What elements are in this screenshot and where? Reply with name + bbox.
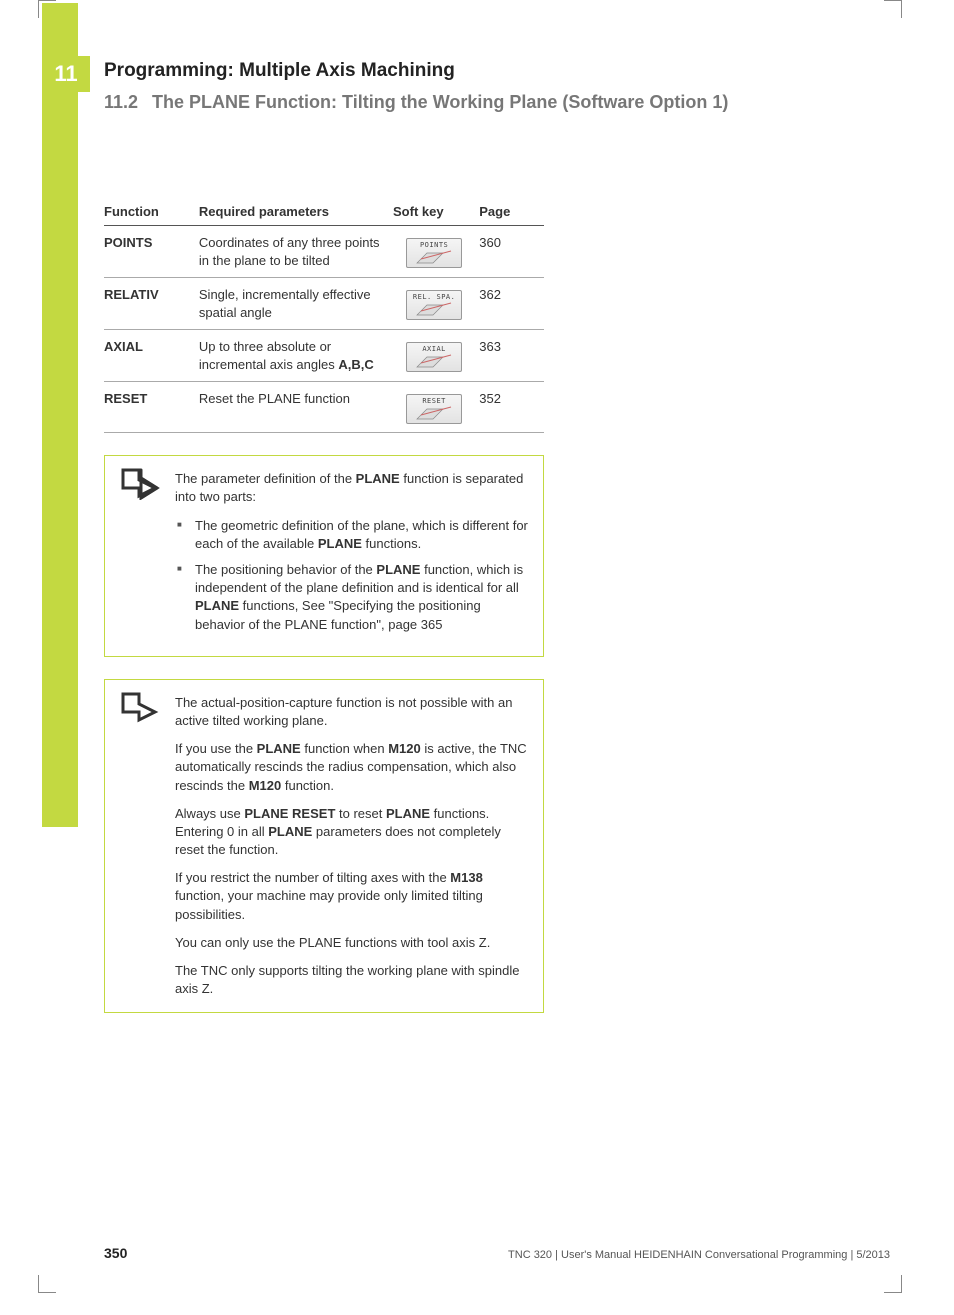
- page-number: 350: [104, 1245, 127, 1261]
- cell-fn: AXIAL: [104, 330, 199, 382]
- cell-fn: RELATIV: [104, 278, 199, 330]
- plane-icon: [413, 353, 457, 369]
- cell-param: Up to three absolute or incremental axis…: [199, 330, 393, 382]
- chapter-title: Programming: Multiple Axis Machining: [104, 60, 894, 82]
- footer-doc-info: TNC 320 | User's Manual HEIDENHAIN Conve…: [508, 1249, 890, 1261]
- cell-param: Coordinates of any three points in the p…: [199, 226, 393, 278]
- crop-mark-br: [884, 1275, 902, 1293]
- note1-item2: The positioning behavior of the PLANE fu…: [175, 561, 529, 634]
- section-title: 11.2 The PLANE Function: Tilting the Work…: [104, 92, 894, 113]
- main-content: Function Required parameters Soft key Pa…: [104, 198, 544, 1013]
- cell-page: 352: [479, 382, 544, 433]
- th-softkey: Soft key: [393, 198, 479, 226]
- sidebar-accent-strip: [42, 3, 78, 827]
- cell-soft: POINTS: [393, 226, 479, 278]
- note2-p3: Always use PLANE RESET to reset PLANE fu…: [175, 805, 529, 860]
- cell-param: Single, incrementally effective spatial …: [199, 278, 393, 330]
- arrow-note-icon: [121, 690, 161, 724]
- th-page: Page: [479, 198, 544, 226]
- cell-soft: REL. SPA.: [393, 278, 479, 330]
- section-title-text: The PLANE Function: Tilting the Working …: [152, 92, 728, 112]
- th-params: Required parameters: [199, 198, 393, 226]
- cell-fn: RESET: [104, 382, 199, 433]
- softkey-label: REL. SPA.: [413, 293, 455, 301]
- plane-icon: [413, 405, 457, 421]
- note2-p5: You can only use the PLANE functions wit…: [175, 934, 529, 952]
- table-row: RELATIV Single, incrementally effective …: [104, 278, 544, 330]
- plane-icon: [413, 301, 457, 317]
- th-function: Function: [104, 198, 199, 226]
- note-icon-cell: [105, 456, 175, 656]
- softkey-reset[interactable]: RESET: [406, 394, 462, 424]
- note-icon-cell: [105, 680, 175, 1013]
- cell-soft: AXIAL: [393, 330, 479, 382]
- note1-item1: The geometric definition of the plane, w…: [175, 517, 529, 553]
- cell-page: 362: [479, 278, 544, 330]
- cell-page: 363: [479, 330, 544, 382]
- softkey-label: POINTS: [420, 241, 448, 249]
- softkey-relativ[interactable]: REL. SPA.: [406, 290, 462, 320]
- note-body: The actual-position-capture function is …: [175, 680, 543, 1013]
- chapter-number-badge: 11: [42, 56, 90, 92]
- softkey-label: RESET: [422, 397, 446, 405]
- page-header: Programming: Multiple Axis Machining 11.…: [104, 60, 894, 113]
- softkey-axial[interactable]: AXIAL: [406, 342, 462, 372]
- note1-intro: The parameter definition of the PLANE fu…: [175, 470, 529, 506]
- note-box-1: The parameter definition of the PLANE fu…: [104, 455, 544, 657]
- cell-page: 360: [479, 226, 544, 278]
- cell-soft: RESET: [393, 382, 479, 433]
- plane-icon: [413, 249, 457, 265]
- crop-mark-tr: [884, 0, 902, 18]
- table-row: AXIAL Up to three absolute or incrementa…: [104, 330, 544, 382]
- table-row: POINTS Coordinates of any three points i…: [104, 226, 544, 278]
- section-number: 11.2: [104, 92, 138, 112]
- arrow-note-icon: [121, 466, 161, 500]
- softkey-label: AXIAL: [422, 345, 446, 353]
- cell-param: Reset the PLANE function: [199, 382, 393, 433]
- page-footer: 350 TNC 320 | User's Manual HEIDENHAIN C…: [104, 1245, 890, 1261]
- note2-p1: The actual-position-capture function is …: [175, 694, 529, 730]
- note2-p2: If you use the PLANE function when M120 …: [175, 740, 529, 795]
- note2-p4: If you restrict the number of tilting ax…: [175, 869, 529, 924]
- cell-fn: POINTS: [104, 226, 199, 278]
- note2-p6: The TNC only supports tilting the workin…: [175, 962, 529, 998]
- note-box-2: The actual-position-capture function is …: [104, 679, 544, 1014]
- crop-mark-bl: [38, 1275, 56, 1293]
- softkey-points[interactable]: POINTS: [406, 238, 462, 268]
- note-body: The parameter definition of the PLANE fu…: [175, 456, 543, 656]
- table-row: RESET Reset the PLANE function RESET 352: [104, 382, 544, 433]
- plane-functions-table: Function Required parameters Soft key Pa…: [104, 198, 544, 433]
